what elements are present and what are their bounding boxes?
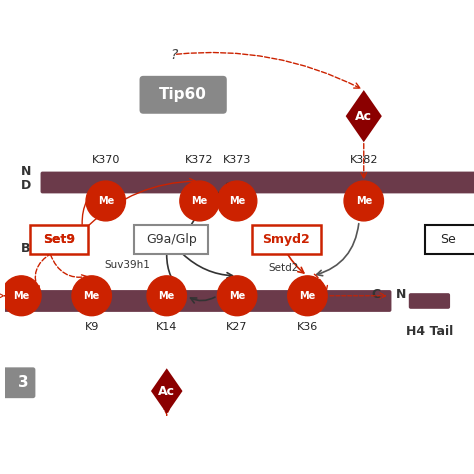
Text: K372: K372 <box>185 155 214 165</box>
FancyBboxPatch shape <box>139 76 227 114</box>
FancyBboxPatch shape <box>252 225 321 254</box>
Circle shape <box>72 276 111 316</box>
Text: Se: Se <box>440 233 456 246</box>
Text: Me: Me <box>356 196 372 206</box>
Text: B: B <box>21 242 31 255</box>
Text: Smyd2: Smyd2 <box>263 233 310 246</box>
Text: G9a/Glp: G9a/Glp <box>146 233 197 246</box>
Text: Me: Me <box>83 291 100 301</box>
Text: K14: K14 <box>156 322 177 332</box>
FancyBboxPatch shape <box>3 290 392 312</box>
Polygon shape <box>151 368 182 414</box>
Text: H4 Tail: H4 Tail <box>406 325 453 338</box>
Text: Ac: Ac <box>158 384 175 398</box>
Text: K382: K382 <box>349 155 378 165</box>
FancyBboxPatch shape <box>409 293 450 309</box>
Text: Ac: Ac <box>355 109 372 123</box>
Text: K370: K370 <box>91 155 120 165</box>
Circle shape <box>344 181 383 221</box>
FancyBboxPatch shape <box>425 225 474 254</box>
Text: Me: Me <box>13 291 29 301</box>
FancyBboxPatch shape <box>30 225 88 254</box>
Text: Tip60: Tip60 <box>159 87 207 102</box>
FancyBboxPatch shape <box>0 367 36 398</box>
Circle shape <box>218 181 257 221</box>
Text: C: C <box>371 288 380 301</box>
Circle shape <box>218 276 257 316</box>
Circle shape <box>1 276 41 316</box>
Text: D: D <box>21 179 31 192</box>
Text: Set9: Set9 <box>43 233 75 246</box>
Text: Set9: Set9 <box>43 233 75 246</box>
Circle shape <box>180 181 219 221</box>
Circle shape <box>147 276 186 316</box>
Text: K27: K27 <box>227 322 248 332</box>
Text: K9: K9 <box>84 322 99 332</box>
Text: Me: Me <box>229 291 245 301</box>
Text: N: N <box>21 165 31 178</box>
Text: Me: Me <box>191 196 208 206</box>
Text: Suv39h1: Suv39h1 <box>104 260 150 271</box>
Text: Me: Me <box>98 196 114 206</box>
Text: K373: K373 <box>223 155 251 165</box>
Text: Setd2: Setd2 <box>269 263 299 273</box>
FancyBboxPatch shape <box>134 225 209 254</box>
Circle shape <box>288 276 327 316</box>
Text: N: N <box>396 288 407 301</box>
Text: Me: Me <box>229 196 245 206</box>
Polygon shape <box>346 90 382 142</box>
Text: Me: Me <box>159 291 175 301</box>
Text: K36: K36 <box>297 322 318 332</box>
FancyBboxPatch shape <box>41 172 474 193</box>
Text: Me: Me <box>300 291 316 301</box>
Text: ?: ? <box>170 47 177 62</box>
Circle shape <box>86 181 126 221</box>
Text: 3: 3 <box>18 375 29 390</box>
